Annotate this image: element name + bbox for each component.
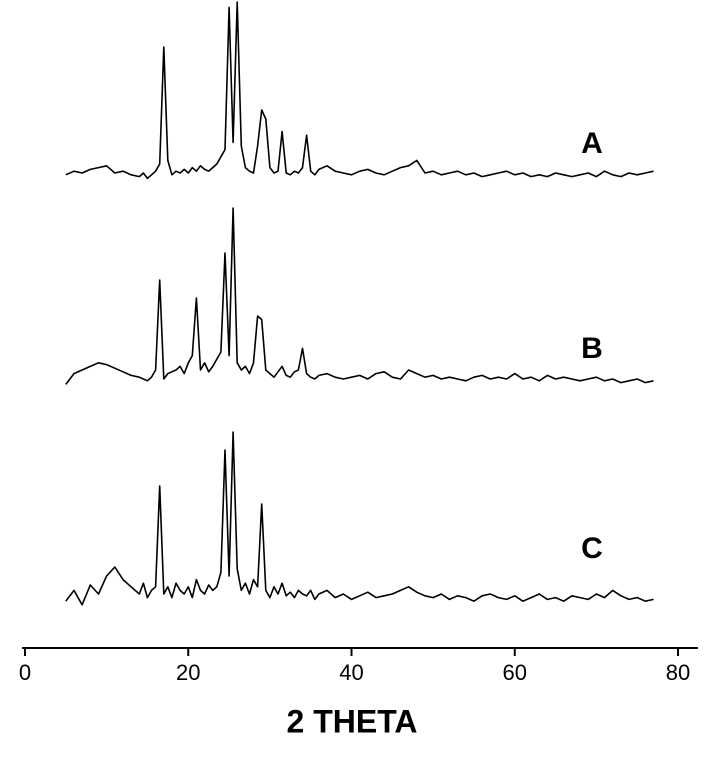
- series-label: A: [581, 127, 603, 160]
- x-tick-label: 0: [19, 660, 31, 685]
- pattern-line: [65, 431, 654, 606]
- series-label: C: [581, 532, 603, 565]
- x-axis-label: 2 THETA: [287, 703, 418, 739]
- x-tick-label: 20: [176, 660, 200, 685]
- series-label: B: [581, 332, 603, 365]
- x-tick-label: 40: [339, 660, 363, 685]
- pattern-line: [65, 207, 654, 385]
- x-tick-label: 60: [503, 660, 527, 685]
- x-tick-label: 80: [666, 660, 690, 685]
- pattern-line: [65, 1, 654, 180]
